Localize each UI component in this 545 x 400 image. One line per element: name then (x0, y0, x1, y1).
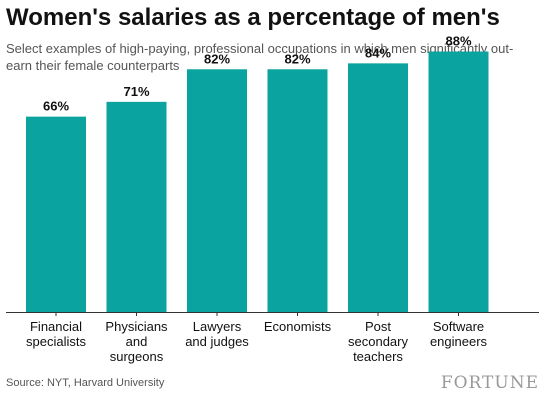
value-label-3: 82% (284, 51, 310, 66)
bar-0 (26, 116, 86, 312)
chart-subtitle: Select examples of high-paying, professi… (6, 41, 514, 73)
bar-3 (267, 69, 328, 312)
chart-title: Women's salaries as a percentage of men'… (6, 4, 500, 31)
bar-2 (187, 69, 247, 312)
fortune-logo: FORTUNE (440, 373, 539, 393)
value-label-1: 71% (123, 84, 149, 99)
bar-1 (106, 101, 167, 312)
category-label-4: Post secondary teachers (348, 319, 408, 364)
value-label-4: 84% (365, 45, 391, 60)
category-label-3: Economists (264, 319, 332, 334)
value-label-5: 88% (445, 34, 471, 49)
bar-4 (348, 63, 408, 312)
category-label-0: Financial specialists (26, 319, 86, 349)
category-label-2: Lawyers and judges (185, 319, 249, 349)
value-label-2: 82% (204, 51, 230, 66)
value-label-0: 66% (43, 99, 69, 114)
category-label-5: Software engineers (430, 319, 488, 349)
category-label-1: Physicians and surgeons (105, 319, 168, 364)
bar-5 (428, 51, 489, 313)
source-note: Source: NYT, Harvard University (6, 377, 165, 389)
